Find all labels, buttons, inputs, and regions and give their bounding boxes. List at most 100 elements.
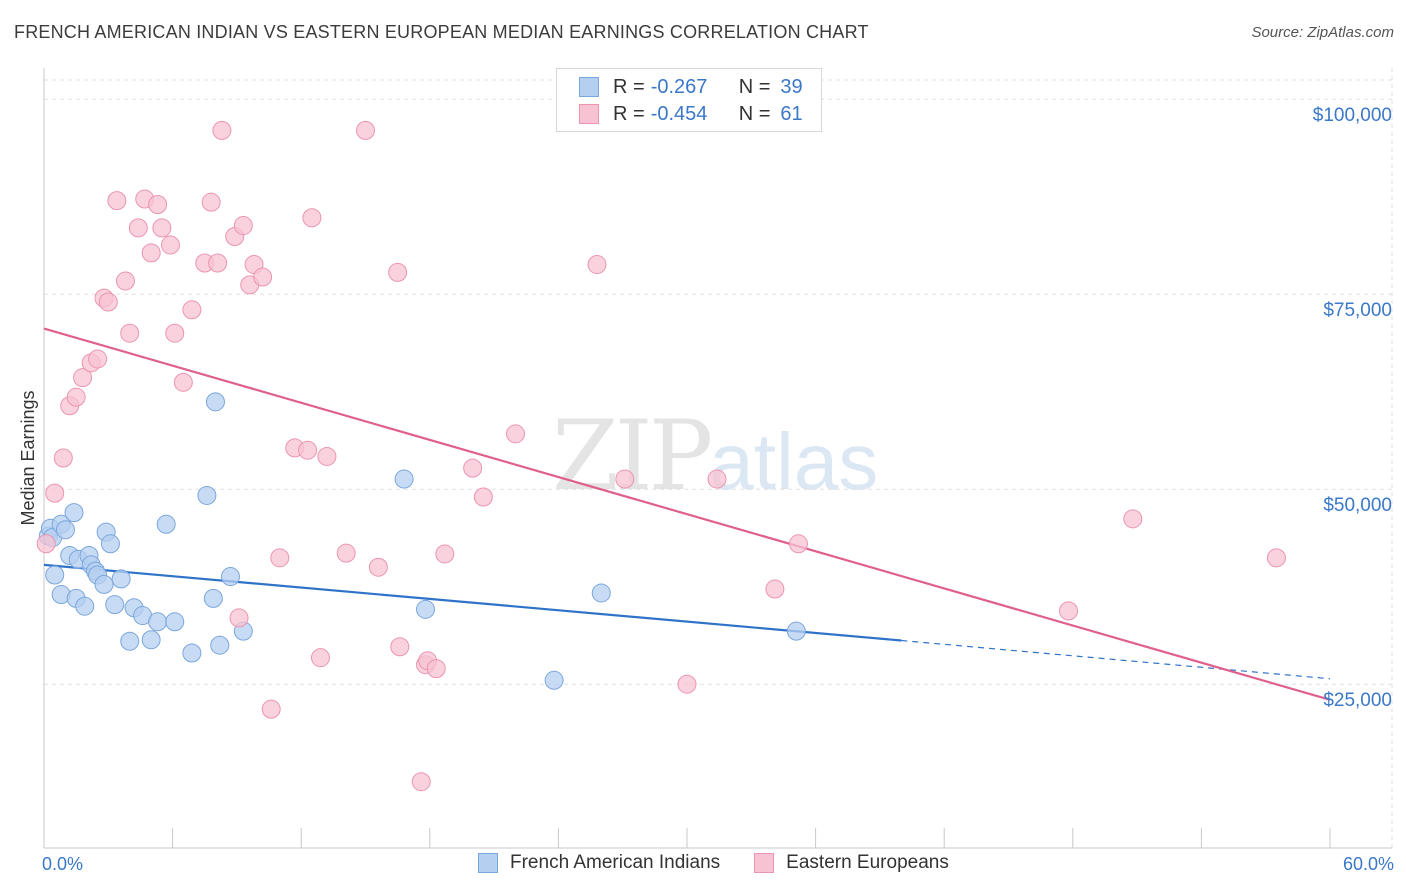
point-eastern-europeans [765, 579, 785, 599]
n-label: N = [738, 102, 771, 125]
x-tick-label-max: 60.0% [1343, 854, 1394, 874]
point-eastern-europeans [233, 216, 253, 236]
data-points [36, 120, 1286, 792]
axes [43, 68, 1392, 849]
point-eastern-europeans [317, 446, 337, 466]
point-eastern-europeans [426, 659, 446, 679]
x-tick-label-min: 0.0% [42, 854, 83, 874]
point-french-american-indians [120, 631, 140, 651]
point-eastern-europeans [506, 424, 526, 444]
trend-line-french-american-indians [43, 563, 902, 642]
point-french-american-indians [75, 596, 95, 616]
point-eastern-europeans [98, 292, 118, 312]
trend-line-eastern-europeans [43, 327, 1331, 701]
point-eastern-europeans [53, 448, 73, 468]
point-french-american-indians [148, 612, 168, 632]
point-french-american-indians [156, 514, 176, 534]
legend-label: French American Indians [510, 852, 721, 873]
point-french-american-indians [182, 643, 202, 663]
point-french-american-indians [786, 621, 806, 641]
legend-swatch-pink [754, 853, 775, 873]
point-french-american-indians [45, 565, 65, 585]
legend-row-french-american-indians: R = -0.267 N = 39 [579, 73, 803, 101]
source-label: Source: ZipAtlas.com [1251, 24, 1394, 41]
point-eastern-europeans [390, 637, 410, 657]
grid-lines [44, 68, 1393, 848]
y-tick-label: $25,000 [1323, 690, 1392, 711]
point-eastern-europeans [677, 674, 697, 694]
n-value: 39 [780, 75, 803, 98]
legend-swatch-blue [478, 853, 498, 873]
point-eastern-europeans [615, 469, 635, 489]
point-french-american-indians [544, 670, 564, 690]
point-eastern-europeans [182, 300, 202, 320]
point-french-american-indians [94, 574, 114, 594]
n-label: N = [738, 75, 771, 98]
series-legend: French American Indians Eastern European… [478, 852, 983, 874]
point-eastern-europeans [302, 208, 322, 228]
point-eastern-europeans [36, 534, 56, 554]
point-eastern-europeans [173, 372, 193, 392]
point-eastern-europeans [148, 195, 168, 214]
point-eastern-europeans [141, 243, 161, 263]
point-eastern-europeans [115, 271, 135, 291]
point-french-american-indians [197, 485, 217, 505]
point-eastern-europeans [66, 387, 86, 407]
point-eastern-europeans [435, 544, 455, 564]
legend-item-eastern-europeans: Eastern Europeans [754, 852, 949, 874]
chart-title: FRENCH AMERICAN INDIAN VS EASTERN EUROPE… [14, 22, 869, 42]
r-value: -0.267 [650, 75, 708, 98]
point-eastern-europeans [201, 192, 221, 212]
watermark-atlas: atlas [709, 417, 879, 506]
point-eastern-europeans [587, 255, 607, 275]
point-eastern-europeans [463, 458, 483, 478]
point-eastern-europeans [88, 349, 108, 369]
point-eastern-europeans [212, 120, 232, 140]
legend-label: Eastern Europeans [786, 852, 949, 873]
point-eastern-europeans [707, 469, 727, 489]
legend-row-eastern-europeans: R = -0.454 N = 61 [579, 100, 803, 128]
axis-labels: $25,000 $50,000 $75,000 $100,000 0.0% 60.0% Me… [18, 105, 1394, 874]
n-value: 61 [780, 102, 803, 125]
point-french-american-indians [591, 583, 611, 603]
watermark-zip: ZIP [552, 400, 713, 512]
point-eastern-europeans [1266, 548, 1286, 568]
point-french-american-indians [203, 588, 223, 608]
point-eastern-europeans [253, 267, 273, 287]
point-french-american-indians [210, 635, 230, 655]
point-eastern-europeans [120, 323, 140, 343]
trend-line-french-american-indians-extension [901, 639, 1331, 680]
point-eastern-europeans [152, 218, 172, 238]
point-eastern-europeans [368, 557, 388, 577]
point-french-american-indians [105, 595, 125, 615]
y-tick-label: $50,000 [1323, 495, 1392, 516]
y-tick-label: $75,000 [1323, 300, 1392, 321]
point-eastern-europeans [107, 191, 127, 211]
r-label: R = [613, 102, 645, 125]
trend-lines [43, 327, 1331, 701]
y-tick-label: $100,000 [1313, 105, 1392, 126]
point-french-american-indians [141, 630, 161, 650]
point-eastern-europeans [411, 772, 431, 792]
point-french-american-indians [394, 469, 414, 489]
point-french-american-indians [165, 612, 185, 632]
point-eastern-europeans [388, 262, 408, 282]
point-french-american-indians [205, 392, 225, 412]
point-eastern-europeans [1123, 509, 1143, 529]
point-eastern-europeans [73, 368, 93, 388]
point-eastern-europeans [336, 543, 356, 563]
point-eastern-europeans [229, 608, 249, 628]
point-eastern-europeans [298, 440, 318, 460]
y-axis-title: Median Earnings [18, 390, 38, 525]
point-eastern-europeans [1059, 601, 1079, 621]
point-french-american-indians [64, 503, 84, 523]
r-label: R = [613, 75, 645, 98]
watermark: ZIPatlas [552, 400, 878, 512]
correlation-legend: R = -0.267 N = 39 R = -0.454 N = 61 [556, 68, 822, 132]
point-french-american-indians [100, 534, 120, 554]
point-french-american-indians [111, 569, 131, 589]
point-eastern-europeans [473, 487, 493, 507]
legend-item-french-american-indians: French American Indians [478, 852, 720, 874]
point-eastern-europeans [165, 323, 185, 343]
point-eastern-europeans [45, 483, 65, 503]
